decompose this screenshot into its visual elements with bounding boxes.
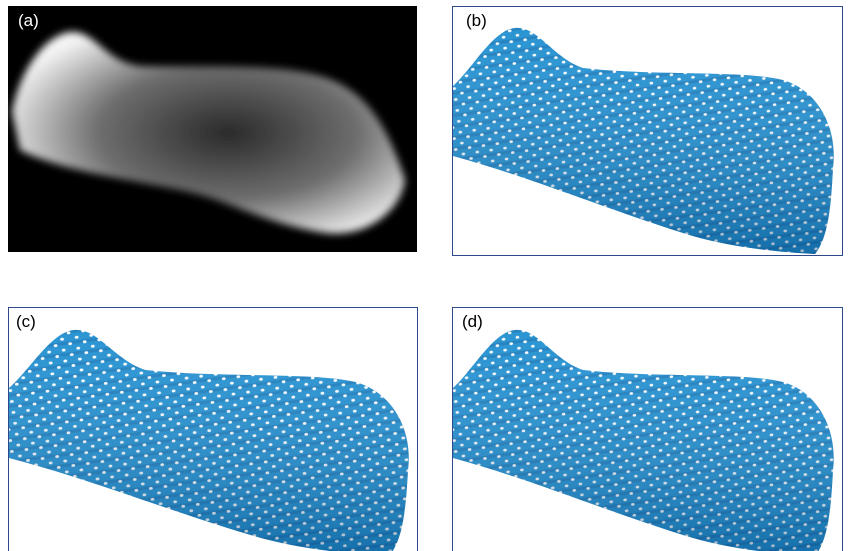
- panel-label: (c): [16, 312, 36, 331]
- page: (a) (b) (c) (d) (() => { const data = JS…: [0, 0, 849, 551]
- panel-label: (d): [462, 312, 483, 331]
- figure: (a) (b) (c) (d): [0, 0, 849, 551]
- panel-d: (d): [453, 308, 843, 551]
- panel-a: (a): [8, 6, 417, 252]
- panel-label: (b): [466, 11, 487, 30]
- panel-b: (b): [453, 7, 843, 256]
- panel-c: (c): [9, 308, 418, 551]
- panel-label: (a): [18, 11, 39, 30]
